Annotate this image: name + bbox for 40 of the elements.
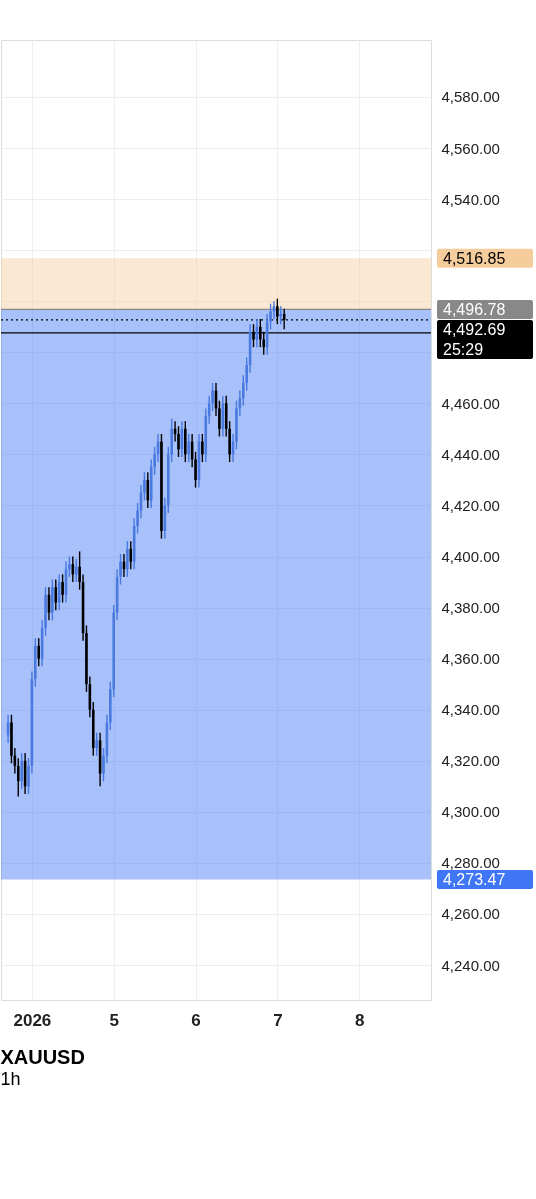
ref-line-label: 4,496.78 — [443, 300, 506, 318]
band-label: 4,273.47 — [443, 871, 506, 889]
x-tick-label: 5 — [109, 1010, 119, 1030]
band-label: 4,516.85 — [443, 249, 506, 267]
y-tick-label: 4,360.00 — [441, 650, 500, 668]
y-tick-label: 4,420.00 — [441, 496, 500, 514]
candlestick — [177, 425, 180, 458]
text: XAUUSD — [0, 1046, 85, 1068]
candlestick — [129, 540, 133, 570]
ref-line-label: 4,492.69 — [443, 320, 506, 338]
y-tick-label: 4,580.00 — [441, 88, 500, 106]
candlestick — [37, 637, 41, 667]
candlestick — [160, 433, 163, 540]
y-tick-label: 4,340.00 — [441, 701, 500, 719]
x-tick-label: 2026 — [13, 1010, 52, 1030]
candlestick — [61, 573, 64, 604]
y-tick-label: 4,320.00 — [441, 752, 500, 770]
y-tick-label: 4,300.00 — [441, 803, 500, 821]
candlestick — [20, 752, 23, 790]
y-tick-label: 4,440.00 — [441, 445, 500, 463]
candlestick — [187, 433, 191, 463]
candlestick — [201, 433, 204, 463]
candlestick — [51, 578, 54, 622]
y-tick-label: 4,280.00 — [441, 854, 500, 872]
candlestick — [74, 558, 78, 583]
y-tick-label: 4,260.00 — [441, 905, 500, 923]
y-tick-label: 4,460.00 — [441, 394, 500, 412]
candlestick — [126, 540, 129, 578]
y-tick-label: 4,560.00 — [441, 139, 500, 157]
candlestick — [95, 731, 98, 757]
x-tick-label: 8 — [354, 1010, 365, 1030]
x-tick-label: 7 — [273, 1010, 283, 1030]
y-tick-label: 4,380.00 — [441, 599, 500, 617]
text: 1h — [0, 1069, 21, 1089]
x-tick-label: 6 — [191, 1010, 201, 1030]
y-tick-label: 4,540.00 — [441, 190, 500, 208]
y-tick-label: 4,240.00 — [441, 956, 500, 974]
y-tick-label: 4,400.00 — [441, 548, 500, 566]
text: 25:29 — [443, 340, 484, 358]
candlestick — [54, 578, 58, 611]
